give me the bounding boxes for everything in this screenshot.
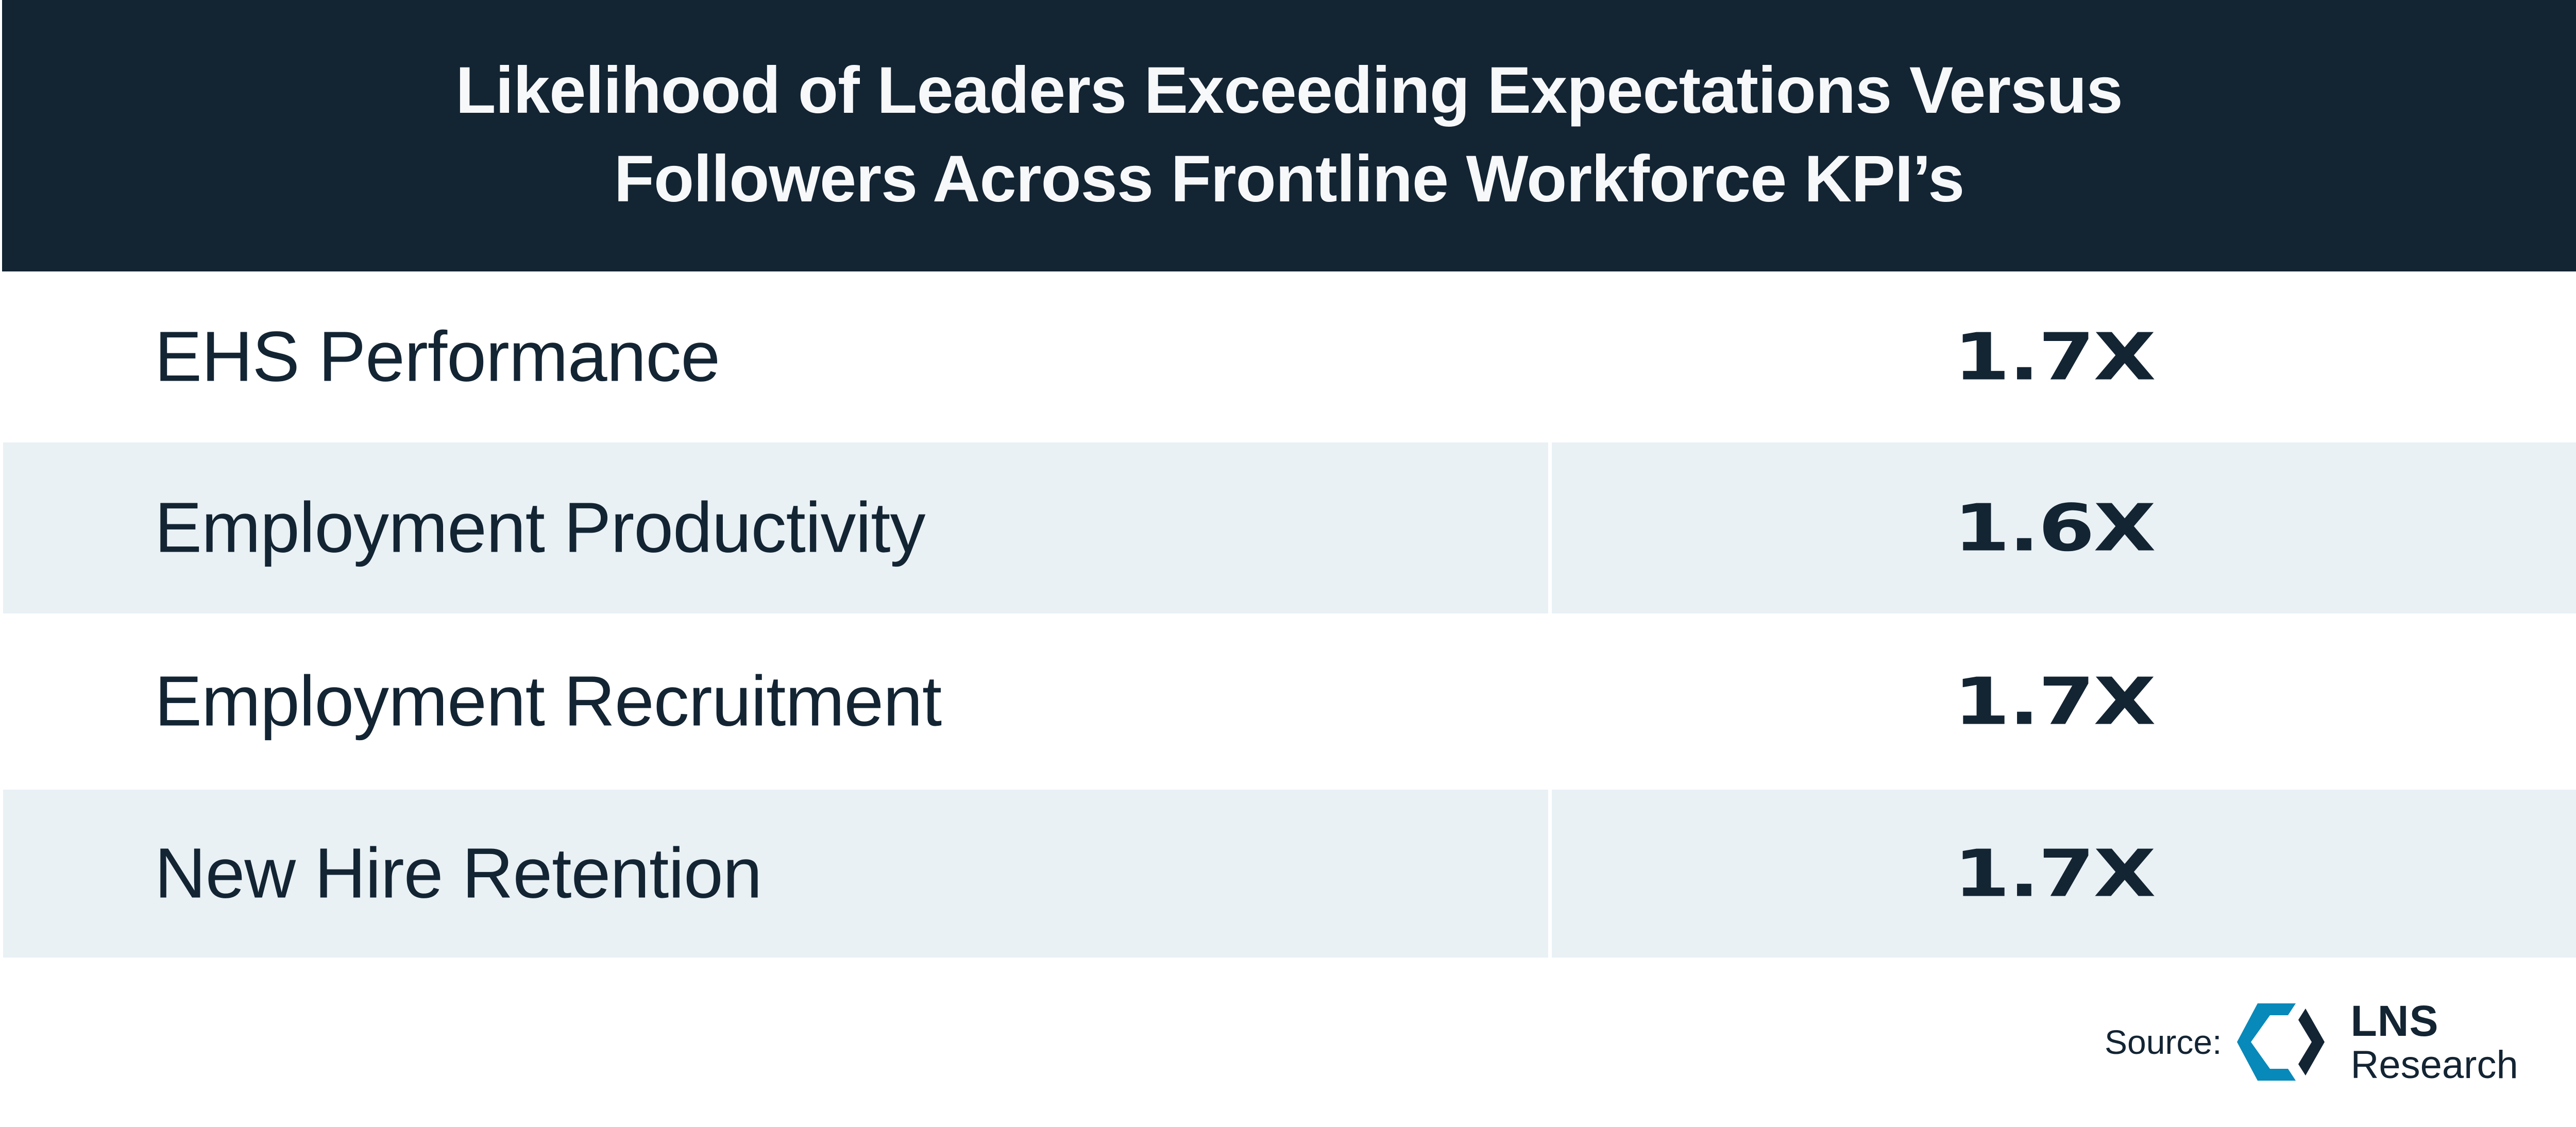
kpi-label-cell: Employment Recruitment	[3, 613, 1548, 790]
lns-hexagon-brackets-icon	[2237, 1003, 2325, 1081]
logo-wordmark: LNS Research	[2350, 999, 2518, 1085]
source-label: Source:	[2105, 1023, 2222, 1061]
kpi-value-cell: 1.7X	[1552, 613, 2576, 790]
table-row: New Hire Retention 1.7X	[3, 790, 2576, 958]
source-attribution: Source: LNS Research	[2105, 998, 2518, 1086]
kpi-value: 1.7X	[1953, 319, 2156, 395]
page-title: Likelihood of Leaders Exceeding Expectat…	[455, 46, 2123, 224]
table-row: Employment Productivity 1.6X	[3, 442, 2576, 613]
kpi-label-cell: EHS Performance	[3, 271, 1548, 442]
kpi-label: Employment Recruitment	[155, 661, 942, 741]
logo-subtitle: Research	[2350, 1043, 2518, 1087]
kpi-label-cell: Employment Productivity	[3, 442, 1548, 613]
kpi-value: 1.6X	[1953, 490, 2156, 566]
kpi-table: EHS Performance 1.7X Employment Producti…	[3, 271, 2576, 958]
kpi-label: Employment Productivity	[155, 488, 926, 568]
table-row: Employment Recruitment 1.7X	[3, 613, 2576, 790]
kpi-value: 1.7X	[1953, 663, 2156, 740]
kpi-label: EHS Performance	[155, 317, 720, 397]
kpi-value-cell: 1.6X	[1552, 442, 2576, 613]
table-header: Likelihood of Leaders Exceeding Expectat…	[2, 0, 2576, 271]
kpi-value: 1.7X	[1953, 835, 2156, 912]
table-row: EHS Performance 1.7X	[3, 271, 2576, 442]
logo-name: LNS	[2350, 997, 2439, 1045]
kpi-label-cell: New Hire Retention	[3, 790, 1548, 958]
title-line-1: Likelihood of Leaders Exceeding Expectat…	[455, 53, 2123, 127]
title-line-2: Followers Across Frontline Workforce KPI…	[614, 142, 1965, 216]
kpi-value-cell: 1.7X	[1552, 790, 2576, 958]
kpi-value-cell: 1.7X	[1552, 271, 2576, 442]
kpi-label: New Hire Retention	[155, 833, 762, 913]
